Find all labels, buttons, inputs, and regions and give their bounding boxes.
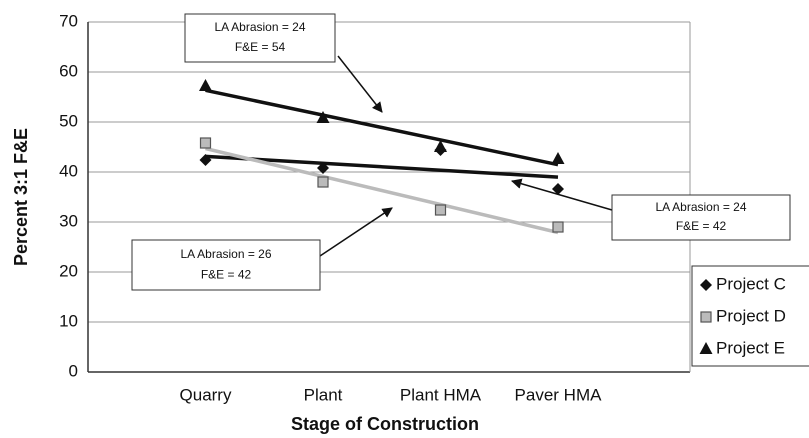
- marker-triangle: [434, 140, 447, 152]
- marker-square: [434, 204, 447, 216]
- marker-diamond: [700, 279, 712, 291]
- y-tick-label: 60: [59, 61, 78, 80]
- marker-triangle: [551, 152, 565, 164]
- y-tick-label: 40: [59, 161, 78, 180]
- legend-box: [691, 265, 809, 367]
- legend-label: Project C: [716, 274, 786, 293]
- annotation-box: [611, 194, 791, 241]
- annotation-text: F&E = 42: [676, 219, 727, 233]
- trendline: [205, 88, 559, 167]
- annotation-text: LA Abrasion = 26: [180, 247, 271, 261]
- y-axis-title: Percent 3:1 F&E: [11, 128, 31, 266]
- marker-square: [317, 176, 329, 188]
- marker-diamond: [552, 183, 564, 195]
- y-tick-label: 10: [59, 311, 78, 330]
- marker-triangle: [316, 111, 330, 123]
- marker-triangle: [699, 342, 713, 354]
- annotation-text: F&E = 42: [201, 268, 252, 282]
- legend-label: Project D: [716, 306, 786, 325]
- x-tick-label: Quarry: [180, 385, 232, 404]
- legend-label: Project E: [716, 338, 785, 357]
- x-tick-label: Plant HMA: [400, 385, 482, 404]
- annotation-arrow: [337, 55, 383, 113]
- annotation-text: LA Abrasion = 24: [214, 20, 305, 34]
- trendline: [205, 146, 559, 235]
- annotation-box: [131, 239, 321, 291]
- marker-square: [552, 221, 564, 233]
- marker-diamond: [199, 154, 212, 166]
- y-tick-label: 30: [59, 211, 78, 230]
- marker-triangle: [199, 79, 212, 91]
- trendline: [205, 154, 559, 179]
- x-tick-label: Paver HMA: [515, 385, 603, 404]
- annotation-arrow: [319, 207, 393, 257]
- annotation-box: [184, 13, 336, 63]
- y-tick-label: 20: [59, 261, 78, 280]
- marker-square: [199, 137, 212, 149]
- y-tick-label: 50: [59, 111, 78, 130]
- x-tick-label: Plant: [304, 385, 343, 404]
- marker-square: [700, 311, 712, 323]
- annotation-arrow: [510, 178, 613, 211]
- y-tick-label: 70: [59, 11, 78, 30]
- y-tick-label: 0: [69, 361, 78, 380]
- marker-diamond: [317, 162, 329, 174]
- annotation-text: F&E = 54: [235, 40, 286, 54]
- x-axis-title: Stage of Construction: [291, 414, 479, 434]
- annotation-text: LA Abrasion = 24: [655, 200, 746, 214]
